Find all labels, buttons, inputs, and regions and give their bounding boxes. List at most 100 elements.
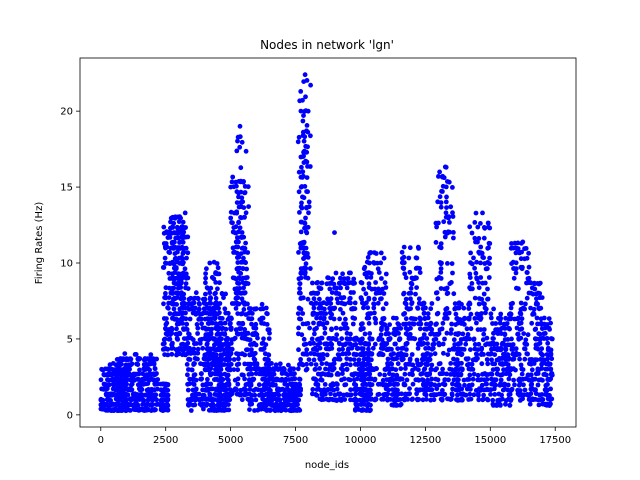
data-point (481, 225, 487, 230)
data-point (348, 270, 353, 276)
data-point (434, 290, 440, 295)
data-point (312, 376, 318, 382)
data-point (455, 341, 461, 347)
data-point (195, 331, 201, 336)
data-point (220, 325, 226, 331)
data-point (111, 408, 117, 413)
data-point (184, 336, 190, 341)
data-point (295, 139, 301, 145)
data-point (422, 366, 428, 372)
data-point (536, 367, 542, 373)
data-point (421, 300, 427, 306)
data-point (208, 316, 214, 321)
data-point (368, 407, 373, 413)
data-point (160, 341, 166, 347)
data-point (264, 381, 269, 386)
data-point (307, 266, 313, 271)
data-point (248, 310, 254, 316)
data-point (235, 280, 240, 286)
data-point (514, 246, 520, 252)
data-point (400, 355, 405, 361)
data-point (348, 331, 353, 337)
data-point (463, 392, 468, 398)
data-point (232, 386, 238, 392)
data-point (223, 357, 228, 362)
data-point (135, 392, 140, 397)
data-point (406, 291, 412, 296)
data-point (195, 346, 201, 352)
data-point (188, 295, 194, 301)
data-point (318, 372, 324, 378)
data-point (422, 326, 428, 332)
data-point (230, 275, 236, 281)
data-point (234, 189, 240, 195)
data-point (313, 300, 319, 306)
data-point (148, 402, 153, 408)
data-point (378, 381, 383, 387)
data-point (404, 347, 409, 352)
data-point (367, 331, 373, 336)
data-point (189, 347, 195, 353)
data-point (234, 300, 240, 306)
data-point (511, 266, 517, 271)
data-point (365, 356, 371, 361)
data-point (200, 387, 206, 393)
data-point (402, 382, 408, 388)
data-point (354, 397, 360, 403)
data-point (485, 361, 491, 367)
y-tick-label: 15 (60, 183, 73, 194)
x-axis-label: node_ids (305, 460, 349, 471)
data-point (236, 321, 242, 326)
data-point (497, 320, 503, 326)
chart-title: Nodes in network 'lgn' (260, 38, 394, 52)
data-point (478, 244, 484, 250)
data-point (517, 376, 522, 382)
data-point (233, 327, 239, 333)
data-point (367, 335, 373, 341)
data-point (366, 296, 372, 302)
data-point (304, 347, 310, 352)
data-point (338, 307, 343, 312)
data-point (246, 372, 252, 377)
data-point (528, 372, 534, 378)
data-point (301, 250, 307, 256)
data-point (217, 280, 222, 286)
data-point (342, 281, 348, 287)
data-point (453, 366, 459, 371)
data-point (181, 351, 186, 357)
data-point (439, 391, 444, 397)
data-point (370, 345, 376, 351)
data-point (119, 367, 124, 373)
data-point (222, 320, 228, 326)
y-axis: 0 5 10 15 20 (60, 107, 80, 421)
data-point (149, 357, 155, 363)
data-point (388, 397, 393, 402)
data-point (410, 381, 416, 387)
data-point (298, 316, 304, 322)
data-point (471, 336, 477, 342)
data-point (131, 393, 136, 398)
data-point (162, 397, 168, 403)
data-point (436, 382, 442, 388)
data-point (339, 396, 345, 402)
data-point (301, 342, 307, 347)
data-point (517, 356, 522, 362)
data-point (192, 402, 198, 408)
data-point (303, 229, 309, 235)
data-point (226, 357, 232, 363)
data-point (238, 165, 244, 171)
data-point (373, 280, 378, 285)
data-point (454, 357, 460, 362)
data-point (209, 362, 215, 368)
data-point (136, 357, 142, 362)
data-point (203, 271, 209, 276)
data-point (242, 184, 248, 189)
data-point (535, 321, 540, 327)
data-point (498, 381, 503, 387)
data-point (482, 301, 487, 307)
data-point (341, 321, 346, 327)
data-point (371, 367, 377, 373)
data-point (395, 391, 401, 397)
data-point (178, 215, 184, 221)
data-point (260, 347, 266, 352)
